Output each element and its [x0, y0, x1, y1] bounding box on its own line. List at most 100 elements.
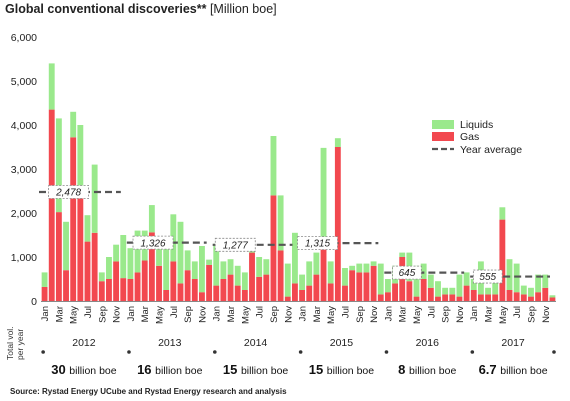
bar-liquids: [63, 221, 69, 271]
x-tick-label: May: [69, 306, 80, 324]
bar-liquids: [320, 147, 327, 249]
bar-liquids: [499, 207, 506, 220]
bar-gas: [213, 285, 220, 301]
x-tick-label: Mar: [226, 306, 237, 322]
x-tick-label: Jul: [169, 306, 180, 318]
x-tick-label: Sep: [355, 306, 366, 323]
year-label: 2017: [501, 337, 525, 349]
bar-gas: [134, 272, 141, 301]
bar-gas: [542, 287, 549, 301]
bar-liquids: [463, 272, 470, 286]
bar-liquids: [413, 265, 420, 297]
bar-liquids: [470, 279, 477, 290]
bar-liquids: [77, 125, 84, 198]
bar-gas: [291, 283, 298, 301]
bar-liquids: [313, 252, 320, 275]
x-tick-label: Mar: [484, 306, 495, 322]
bar-gas: [91, 232, 98, 301]
bar-gas: [349, 270, 356, 301]
legend-swatch-liquids: [432, 120, 454, 129]
bar-liquids: [485, 287, 491, 295]
year-separator-dot: [41, 350, 45, 354]
y-tick-label: 0: [31, 296, 37, 308]
bar-liquids: [220, 261, 227, 279]
bar-gas: [199, 292, 205, 301]
x-tick-label: Nov: [455, 306, 466, 323]
year-label: 2016: [416, 337, 440, 349]
bar-gas: [156, 265, 162, 301]
bar-gas: [406, 281, 413, 301]
bar-liquids: [70, 111, 77, 138]
year-label: 2013: [158, 337, 182, 349]
bar-gas: [148, 232, 155, 301]
bar-gas: [463, 285, 470, 301]
x-tick-label: Jul: [83, 306, 94, 318]
year-average-label: 2,478: [55, 188, 81, 199]
bar-liquids: [263, 259, 270, 275]
bar-gas: [377, 294, 384, 301]
year-separator-dot: [127, 350, 131, 354]
x-tick-label: Nov: [283, 306, 294, 323]
x-tick-label: Jan: [126, 306, 137, 321]
bar-gas: [177, 283, 184, 301]
bar-liquids: [327, 261, 334, 284]
bar-liquids: [334, 138, 341, 147]
bar-liquids: [234, 265, 241, 286]
bar-liquids: [184, 250, 191, 271]
x-tick-label: Sep: [97, 306, 108, 323]
x-tick-label: Jul: [426, 306, 437, 318]
bar-gas: [342, 285, 348, 301]
year-average-box: [132, 235, 174, 250]
bar-gas: [277, 250, 284, 301]
bar-liquids: [435, 281, 441, 297]
x-tick-label: Nov: [369, 306, 380, 323]
x-tick-label: May: [240, 306, 251, 324]
bar-gas: [492, 294, 499, 301]
x-tick-label: Mar: [312, 306, 323, 322]
bar-liquids: [91, 164, 98, 233]
bar-gas: [70, 137, 77, 301]
bar-gas: [227, 274, 234, 301]
bar-liquids: [241, 272, 248, 290]
bar-liquids: [370, 261, 377, 266]
bar-liquids: [270, 136, 277, 196]
year-average-box: [297, 236, 338, 251]
x-tick-label: Jan: [40, 306, 51, 321]
bar-gas: [327, 283, 334, 301]
x-tick-label: Jan: [212, 306, 223, 321]
year-separator-dot: [470, 350, 475, 354]
year-label: 2012: [72, 337, 96, 349]
bar-liquids: [549, 295, 556, 298]
bar-gas: [63, 270, 69, 301]
x-tick-label: May: [155, 306, 166, 324]
bar-gas: [184, 270, 191, 301]
bar-gas: [98, 281, 105, 301]
legend-label-gas: Gas: [460, 131, 479, 143]
year-separator-dot: [552, 350, 556, 354]
bar-gas: [141, 260, 148, 301]
chart-title-unit: [Million boe]: [209, 2, 277, 16]
bar-gas: [106, 279, 112, 301]
bar-gas: [485, 294, 491, 301]
bar-liquids: [456, 274, 463, 297]
year-label: 2014: [244, 337, 268, 349]
x-tick-label: Mar: [398, 306, 409, 322]
bar-liquids: [84, 215, 91, 242]
bar-liquids: [377, 263, 384, 295]
bar-liquids: [48, 63, 55, 110]
bar-liquids: [384, 279, 391, 293]
y-tick-label: 2,000: [11, 208, 37, 220]
year-separator-dot: [298, 350, 303, 354]
bar-liquids: [449, 287, 456, 295]
bar-gas: [384, 292, 391, 301]
x-tick-label: Nov: [112, 306, 123, 323]
bar-gas: [48, 109, 55, 301]
bar-gas: [84, 241, 91, 301]
bar-gas: [413, 296, 420, 301]
bar-liquids: [106, 257, 112, 279]
bar-gas: [499, 219, 506, 301]
bar-gas: [356, 272, 363, 301]
bar-liquids: [356, 263, 363, 273]
bar-liquids: [156, 243, 162, 266]
bar-gas: [191, 279, 198, 301]
